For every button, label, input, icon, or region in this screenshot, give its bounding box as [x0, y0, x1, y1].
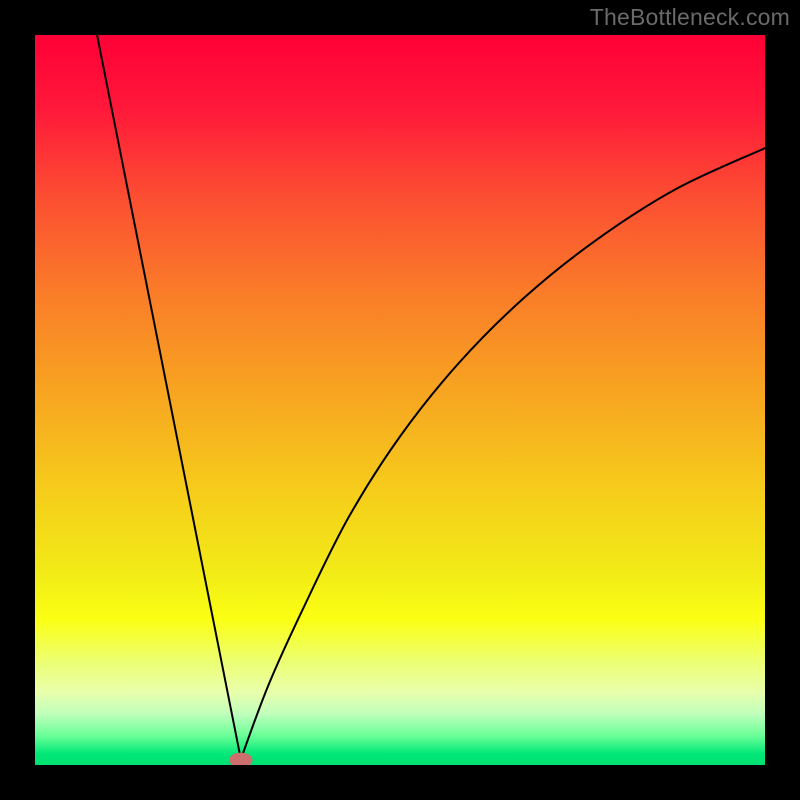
watermark-text: TheBottleneck.com — [590, 4, 790, 31]
chart-svg — [35, 35, 765, 765]
chart-frame: TheBottleneck.com — [0, 0, 800, 800]
plot-area — [35, 35, 765, 765]
gradient-background — [35, 35, 765, 765]
